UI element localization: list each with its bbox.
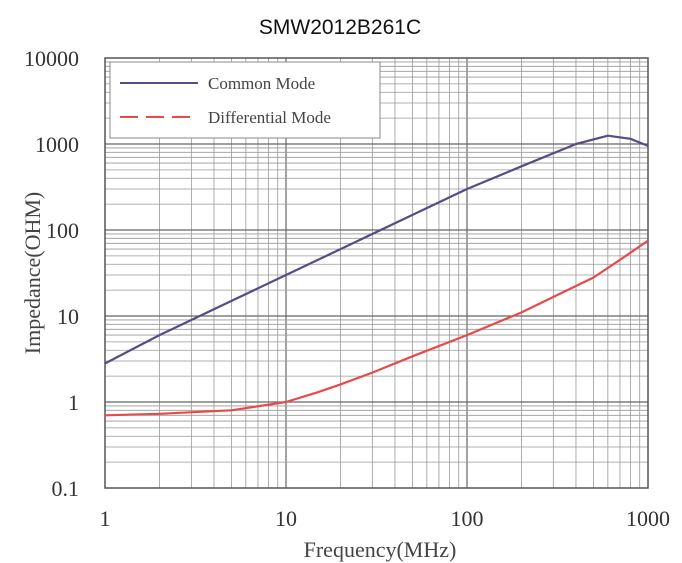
x-tick-label: 10 — [275, 506, 297, 531]
legend-label-differential-mode: Differential Mode — [208, 108, 331, 127]
y-tick-label: 1 — [68, 390, 79, 415]
x-tick-label: 1000 — [626, 506, 670, 531]
series-line-common-mode — [104, 134, 649, 365]
y-tick-label: 1000 — [35, 132, 79, 157]
y-tick-label: 0.1 — [52, 476, 80, 501]
y-tick-label: 10000 — [24, 46, 79, 71]
series-lines — [104, 134, 649, 417]
legend: Common Mode Differential Mode — [109, 61, 381, 139]
x-tick-label: 1 — [100, 506, 111, 531]
x-axis-label: Frequency(MHz) — [304, 537, 457, 562]
y-axis-label: Impedance(OHM) — [20, 192, 45, 355]
legend-box — [109, 61, 381, 139]
y-tick-label: 100 — [46, 218, 79, 243]
legend-label-common-mode: Common Mode — [208, 74, 315, 93]
y-axis-ticks: 0.1 1 10 100 1000 10000 — [24, 46, 79, 501]
chart-title: SMW2012B261C — [259, 16, 421, 39]
plot-frame — [104, 57, 649, 489]
x-tick-label: 100 — [451, 506, 484, 531]
y-tick-label: 10 — [57, 304, 79, 329]
series-line-differential-mode — [104, 239, 649, 417]
x-axis-ticks: 1 10 100 1000 — [100, 506, 671, 531]
